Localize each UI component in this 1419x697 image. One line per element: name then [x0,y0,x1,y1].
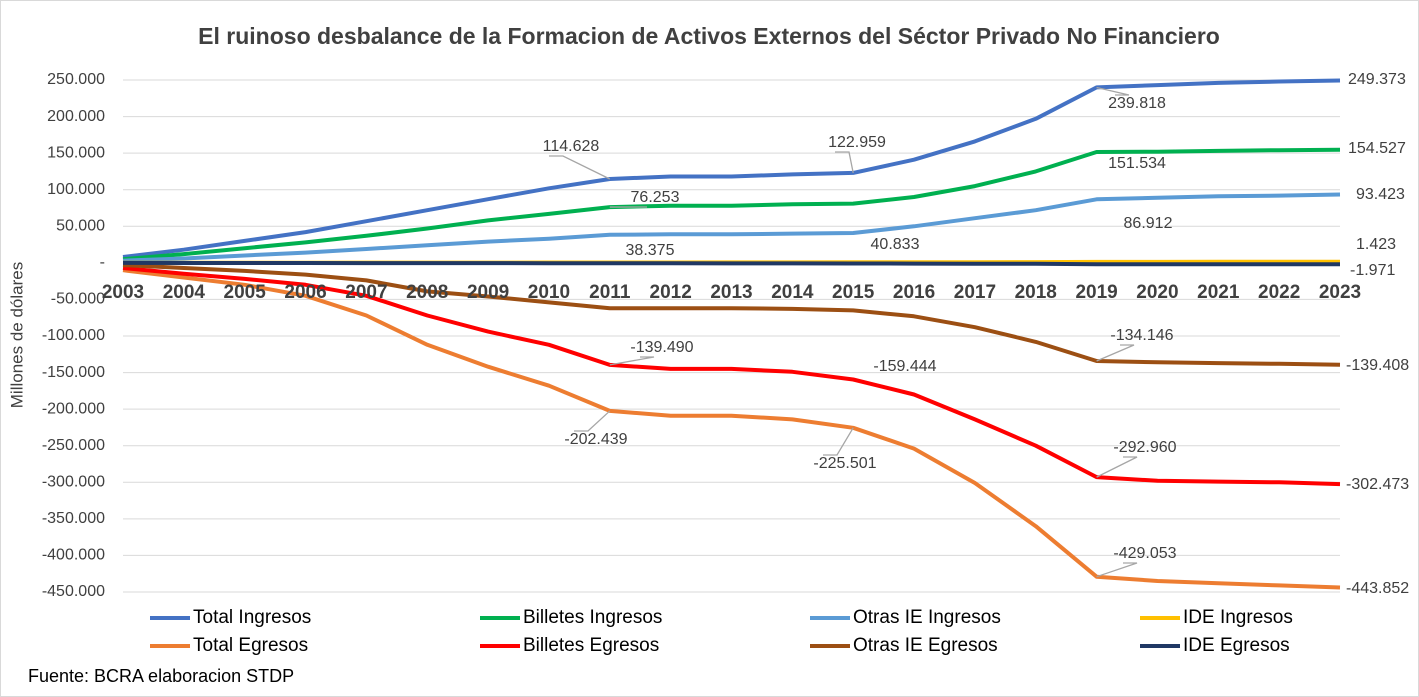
x-tick-label: 2019 [1075,282,1117,303]
x-tick-label: 2009 [467,282,509,303]
y-tick-label: 250.000 [47,71,105,88]
label-leader [549,155,611,180]
y-tick-label: -400.000 [42,547,105,564]
label-leader [574,410,611,432]
series-line [122,147,1341,262]
y-tick-label: -50.000 [51,291,105,308]
y-tick-label: -450.000 [42,583,105,600]
y-tick-label: 150.000 [47,144,105,161]
series-line [122,78,1341,259]
x-tick-label: 2017 [954,282,996,303]
data-label: 93.423 [1356,186,1405,203]
data-label: 239.818 [1108,95,1166,112]
y-tick-label: -250.000 [42,437,105,454]
x-tick-label: 2013 [710,282,752,303]
x-tick-label: 2007 [345,282,387,303]
data-label: 40.833 [871,236,920,253]
data-label: -139.490 [630,339,693,356]
data-label: -443.852 [1346,580,1409,597]
data-label: -159.444 [873,358,936,375]
data-label: -202.439 [564,431,627,448]
x-tick-label: 2008 [406,282,448,303]
data-label: 76.253 [631,189,680,206]
data-label: 249.373 [1348,71,1406,88]
y-tick-label: 100.000 [47,181,105,198]
label-leader [835,151,854,174]
label-leader [1096,86,1130,96]
series-line [122,268,1341,590]
label-leader [1096,456,1138,478]
data-label: 114.628 [543,138,600,155]
data-label: 1.423 [1356,236,1396,253]
series-line [122,192,1341,263]
label-leader [1096,562,1138,578]
x-tick-label: 2014 [771,282,814,303]
x-tick-label: 2021 [1197,282,1240,303]
data-label: 38.375 [626,242,675,259]
plot [122,78,1341,590]
source-note: Fuente: BCRA elaboracion STDP [28,666,294,686]
data-label: -225.501 [813,455,876,472]
x-tick-label: 2010 [528,282,570,303]
y-tick-label: 200.000 [47,108,105,125]
data-label: -292.960 [1113,439,1176,456]
data-label: 86.912 [1124,215,1173,232]
y-tick-label: -150.000 [42,364,105,381]
label-leader [823,427,854,456]
series-line [122,263,1341,367]
x-tick-label: 2004 [163,282,206,303]
legend-label: Billetes Ingresos [523,607,662,628]
data-label: 151.534 [1108,155,1166,172]
x-tick-label: 2006 [284,282,326,303]
series-line [122,266,1341,487]
x-tick-label: 2011 [589,282,631,303]
y-tick-label: 50.000 [56,218,105,235]
x-tick-label: 2022 [1258,282,1300,303]
y-tick-label: - [100,254,105,271]
legend-label: Otras IE Ingresos [853,607,1001,628]
y-tick-label: -300.000 [42,474,105,491]
legend-label: Total Ingresos [193,607,311,628]
label-leader [1096,344,1135,362]
x-tick-label: 2018 [1015,282,1057,303]
legend-label: IDE Egresos [1183,635,1290,656]
data-label: -134.146 [1110,327,1173,344]
data-label: -302.473 [1346,476,1409,493]
y-tick-label: -350.000 [42,510,105,527]
x-tick-label: 2023 [1319,282,1361,303]
data-label: -1.971 [1350,262,1395,279]
data-label: -429.053 [1113,545,1176,562]
y-tick-label: -200.000 [42,400,105,417]
legend-label: Billetes Egresos [523,635,659,656]
y-axis-label: Millones de dólares [7,262,26,408]
label-leader [609,356,655,366]
legend-label: Total Egresos [193,635,308,656]
x-tick-label: 2003 [102,282,144,303]
y-tick-label: -100.000 [42,327,105,344]
x-tick-label: 2015 [832,282,875,303]
data-label: 154.527 [1348,140,1406,157]
data-label: -139.408 [1346,357,1409,374]
x-tick-label: 2005 [224,282,267,303]
x-tick-label: 2020 [1136,282,1178,303]
chart-title: El ruinoso desbalance de la Formacion de… [198,23,1220,49]
x-tick-label: 2012 [650,282,692,303]
data-label: 122.959 [828,134,886,151]
x-tick-label: 2016 [893,282,935,303]
series-line [122,260,1340,267]
legend-label: IDE Ingresos [1183,607,1293,628]
legend-label: Otras IE Egresos [853,635,998,656]
